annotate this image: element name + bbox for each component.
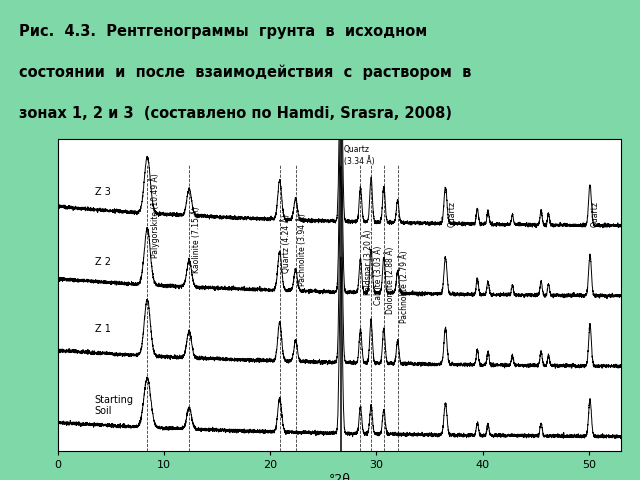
Text: Quartz
(3.34 Å): Quartz (3.34 Å) — [344, 145, 374, 166]
Text: Feldspar (3.20 Å): Feldspar (3.20 Å) — [362, 230, 373, 295]
Text: состоянии  и  после  взаимодействия  с  раствором  в: состоянии и после взаимодействия с раств… — [19, 65, 471, 80]
Text: Dolomite (2.88 Å): Dolomite (2.88 Å) — [385, 247, 396, 314]
Text: зонах 1, 2 и 3  (составлено по Hamdi, Srasra, 2008): зонах 1, 2 и 3 (составлено по Hamdi, Sra… — [19, 106, 452, 121]
Text: Kaolinite (7.15 Å): Kaolinite (7.15 Å) — [191, 207, 200, 274]
Text: Pachnolite (3.94 Å): Pachnolite (3.94 Å) — [297, 213, 307, 286]
Text: Z 2: Z 2 — [95, 257, 111, 267]
Text: Рис.  4.3.  Рентгенограммы  грунта  в  исходном: Рис. 4.3. Рентгенограммы грунта в исходн… — [19, 24, 427, 38]
X-axis label: °2θ: °2θ — [328, 473, 350, 480]
Text: Quartz: Quartz — [447, 201, 456, 227]
Text: Z 1: Z 1 — [95, 324, 111, 334]
Text: Quartz (4.24 Å): Quartz (4.24 Å) — [282, 215, 291, 274]
Text: Calcite (3.03 Å): Calcite (3.03 Å) — [372, 245, 383, 305]
Text: Pachnolite (2.79 Å): Pachnolite (2.79 Å) — [399, 251, 409, 324]
Text: Palygorskite (10.49 Å): Palygorskite (10.49 Å) — [149, 173, 160, 258]
Text: Z 3: Z 3 — [95, 187, 111, 197]
Text: Starting
Soil: Starting Soil — [95, 395, 134, 417]
Text: Quartz: Quartz — [591, 201, 600, 227]
